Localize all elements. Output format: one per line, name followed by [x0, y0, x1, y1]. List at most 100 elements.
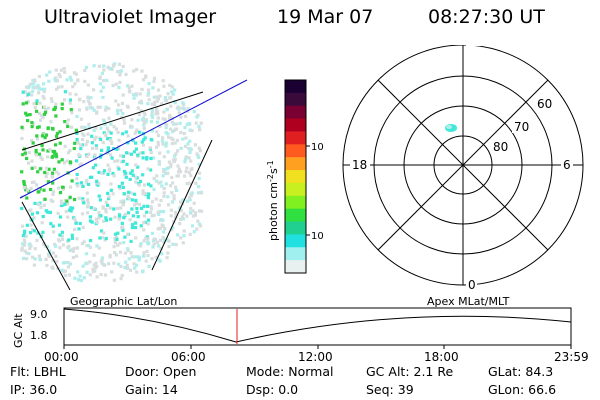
- aurora-pixel: [32, 263, 36, 267]
- aurora-pixel: [141, 116, 146, 120]
- aurora-pixel: [53, 77, 57, 81]
- aurora-pixel: [49, 222, 53, 226]
- aurora-pixel: [171, 92, 175, 96]
- aurora-pixel: [197, 222, 202, 226]
- aurora-pixel: [81, 138, 85, 142]
- aurora-pixel: [176, 170, 181, 174]
- aurora-pixel: [22, 243, 27, 247]
- aurora-pixel: [134, 92, 138, 96]
- aurora-pixel: [183, 144, 188, 148]
- aurora-pixel: [187, 156, 191, 160]
- aurora-pixel: [163, 117, 167, 121]
- aurora-pixel: [163, 227, 167, 231]
- aurora-pixel: [58, 215, 63, 219]
- aurora-pixel: [68, 195, 72, 199]
- aurora-pixel: [68, 75, 72, 79]
- aurora-pixel: [72, 146, 76, 151]
- aurora-pixel: [150, 111, 154, 115]
- orbit-y-max: 9.0: [30, 308, 48, 321]
- aurora-pixel: [34, 148, 38, 152]
- aurora-pixel: [28, 246, 32, 251]
- aurora-pixel: [181, 101, 185, 105]
- aurora-pixel: [192, 230, 196, 234]
- aurora-pixel: [86, 99, 90, 103]
- aurora-pixel: [57, 239, 62, 243]
- aurora-pixel: [164, 141, 168, 145]
- aurora-pixel: [130, 169, 134, 173]
- aurora-pixel: [121, 159, 125, 163]
- aurora-pixel: [79, 117, 83, 121]
- aurora-pixel: [109, 122, 113, 126]
- aurora-pixel: [44, 257, 48, 261]
- aurora-pixel: [74, 93, 78, 97]
- aurora-pixel: [39, 205, 43, 209]
- aurora-pixel: [47, 167, 51, 171]
- aurora-pixel: [166, 166, 170, 170]
- aurora-pixel: [198, 149, 202, 153]
- aurora-pixel: [104, 216, 108, 220]
- aurora-pixel: [155, 130, 159, 134]
- aurora-pixel: [69, 78, 73, 82]
- aurora-pixel: [93, 137, 97, 141]
- colorbar-block: [285, 195, 306, 210]
- time-tick-3: 18:00: [424, 350, 459, 364]
- aurora-pixel: [97, 170, 101, 174]
- aurora-pixel: [123, 212, 128, 216]
- aurora-pixel: [161, 174, 165, 178]
- aurora-pixel: [95, 244, 99, 248]
- aurora-pixel: [40, 144, 44, 148]
- aurora-pixel: [63, 202, 67, 206]
- aurora-pixel: [85, 178, 89, 182]
- aurora-pixel: [66, 215, 70, 219]
- aurora-pixel: [180, 215, 184, 219]
- aurora-pixel: [68, 92, 72, 96]
- aurora-pixel: [117, 185, 121, 189]
- aurora-pixel: [104, 132, 108, 136]
- aurora-pixel: [99, 229, 104, 233]
- aurora-pixel: [20, 224, 25, 228]
- aurora-pixel: [27, 243, 31, 247]
- aurora-pixel: [87, 152, 91, 156]
- aurora-pixel: [35, 99, 39, 103]
- aurora-pixel: [112, 261, 116, 265]
- aurora-pixel: [154, 237, 158, 242]
- aurora-pixel: [166, 203, 171, 207]
- aurora-pixel: [63, 90, 67, 94]
- aurora-pixel: [85, 270, 89, 274]
- aurora-pixel: [104, 105, 108, 109]
- aurora-pixel: [147, 82, 151, 86]
- seq-info: Seq: 39: [366, 382, 414, 397]
- aurora-pixel: [184, 114, 188, 118]
- aurora-pixel: [54, 254, 58, 258]
- aurora-pixel: [94, 126, 98, 130]
- aurora-pixel: [161, 136, 165, 140]
- aurora-pixel: [37, 125, 41, 129]
- aurora-pixel: [70, 236, 75, 240]
- aurora-pixel: [30, 125, 34, 129]
- aurora-pixel: [166, 132, 170, 136]
- aurora-pixel: [32, 82, 36, 86]
- aurora-pixel: [138, 151, 142, 155]
- aurora-pixel: [75, 172, 79, 177]
- aurora-pixel: [162, 110, 166, 114]
- aurora-pixel: [136, 118, 140, 122]
- aurora-pixel: [56, 85, 60, 89]
- aurora-pixel: [26, 188, 30, 192]
- aurora-pixel: [62, 161, 66, 165]
- aurora-pixel: [48, 70, 52, 74]
- aurora-pixel: [161, 79, 165, 83]
- aurora-pixel: [31, 228, 35, 232]
- aurora-pixel: [166, 150, 170, 154]
- aurora-pixel: [51, 149, 55, 153]
- aurora-pixel: [173, 101, 177, 105]
- lat-70-label: 70: [514, 120, 529, 134]
- aurora-pixel: [159, 198, 163, 203]
- aurora-pixel: [180, 106, 184, 110]
- aurora-pixel: [141, 156, 145, 160]
- aurora-pixel: [152, 102, 157, 107]
- aurora-pixel: [116, 159, 120, 163]
- aurora-pixel: [126, 232, 130, 236]
- aurora-pixel: [91, 166, 95, 170]
- aurora-pixel: [149, 210, 153, 214]
- aurora-pixel: [51, 224, 55, 228]
